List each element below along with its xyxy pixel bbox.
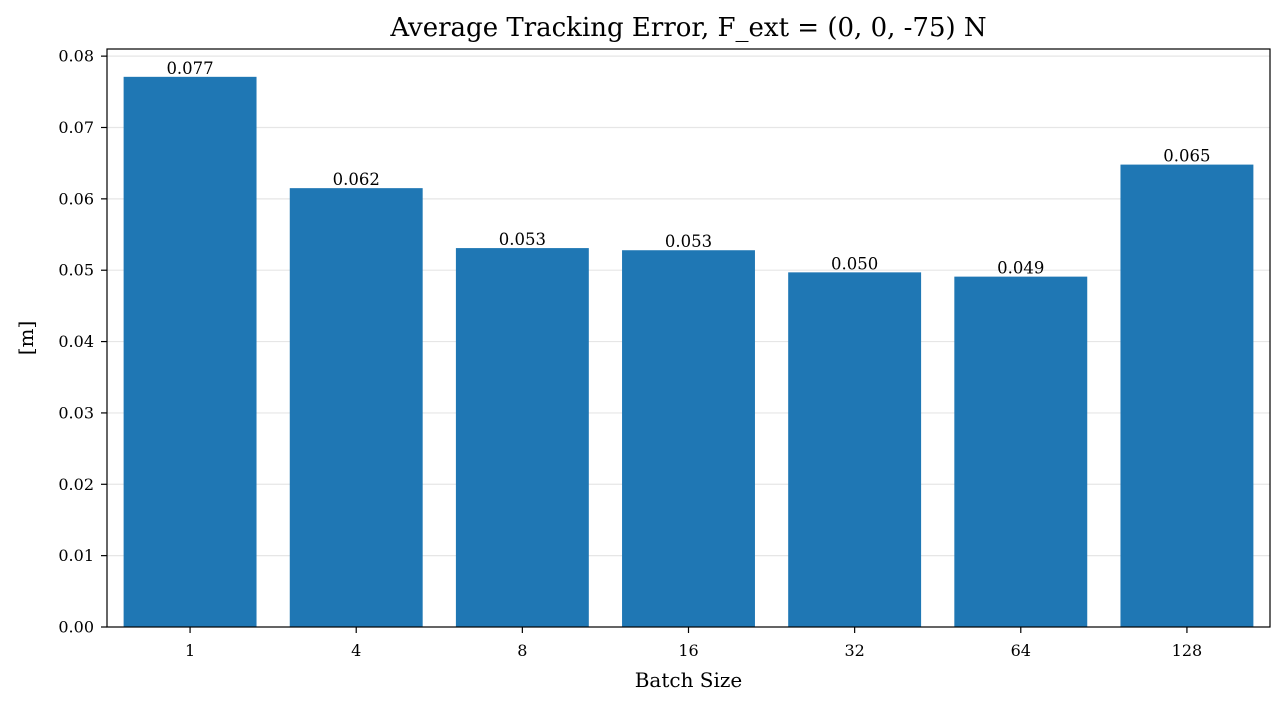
x-tick-label: 16	[678, 641, 698, 660]
data-labels: 0.077 0.062 0.053 0.053 0.050 0.049 0.065	[166, 59, 1210, 278]
x-tick-label: 1	[185, 641, 195, 660]
bar-value-label: 0.062	[333, 170, 380, 189]
x-tick-label: 8	[517, 641, 527, 660]
bar-value-label: 0.065	[1163, 147, 1210, 166]
bar	[788, 272, 922, 627]
bar	[123, 76, 257, 627]
x-tick-label: 32	[844, 641, 864, 660]
bar	[289, 188, 423, 628]
bar	[1120, 164, 1254, 627]
y-tick-label: 0.07	[58, 118, 94, 137]
bar	[622, 250, 755, 628]
y-tick-label: 0.03	[58, 403, 94, 422]
x-axis-label: Batch Size	[635, 668, 743, 692]
x-axis-ticks: 1 4 8 16 32 64 128	[185, 627, 1202, 660]
bar-value-label: 0.049	[997, 259, 1044, 278]
x-tick-label: 64	[1011, 641, 1031, 660]
y-tick-label: 0.00	[58, 618, 94, 637]
y-tick-label: 0.02	[58, 475, 94, 494]
bar-value-label: 0.053	[499, 230, 546, 249]
bar	[455, 248, 589, 628]
y-tick-label: 0.06	[58, 189, 94, 208]
y-axis-ticks: 0.00 0.01 0.02 0.03 0.04 0.05 0.06 0.07 0.08	[58, 47, 107, 637]
bar-value-label: 0.053	[665, 232, 712, 251]
x-tick-label: 128	[1172, 641, 1203, 660]
bars	[123, 76, 1254, 628]
y-tick-label: 0.05	[58, 261, 94, 280]
y-tick-label: 0.01	[58, 546, 94, 565]
x-tick-label: 4	[351, 641, 361, 660]
bar-value-label: 0.077	[166, 59, 213, 78]
y-tick-label: 0.04	[58, 332, 94, 351]
y-tick-label: 0.08	[58, 47, 94, 66]
y-axis-label: [m]	[14, 321, 38, 356]
bar-value-label: 0.050	[831, 254, 878, 273]
bar	[954, 276, 1088, 627]
chart-title: Average Tracking Error, F_ext = (0, 0, -…	[389, 13, 986, 43]
